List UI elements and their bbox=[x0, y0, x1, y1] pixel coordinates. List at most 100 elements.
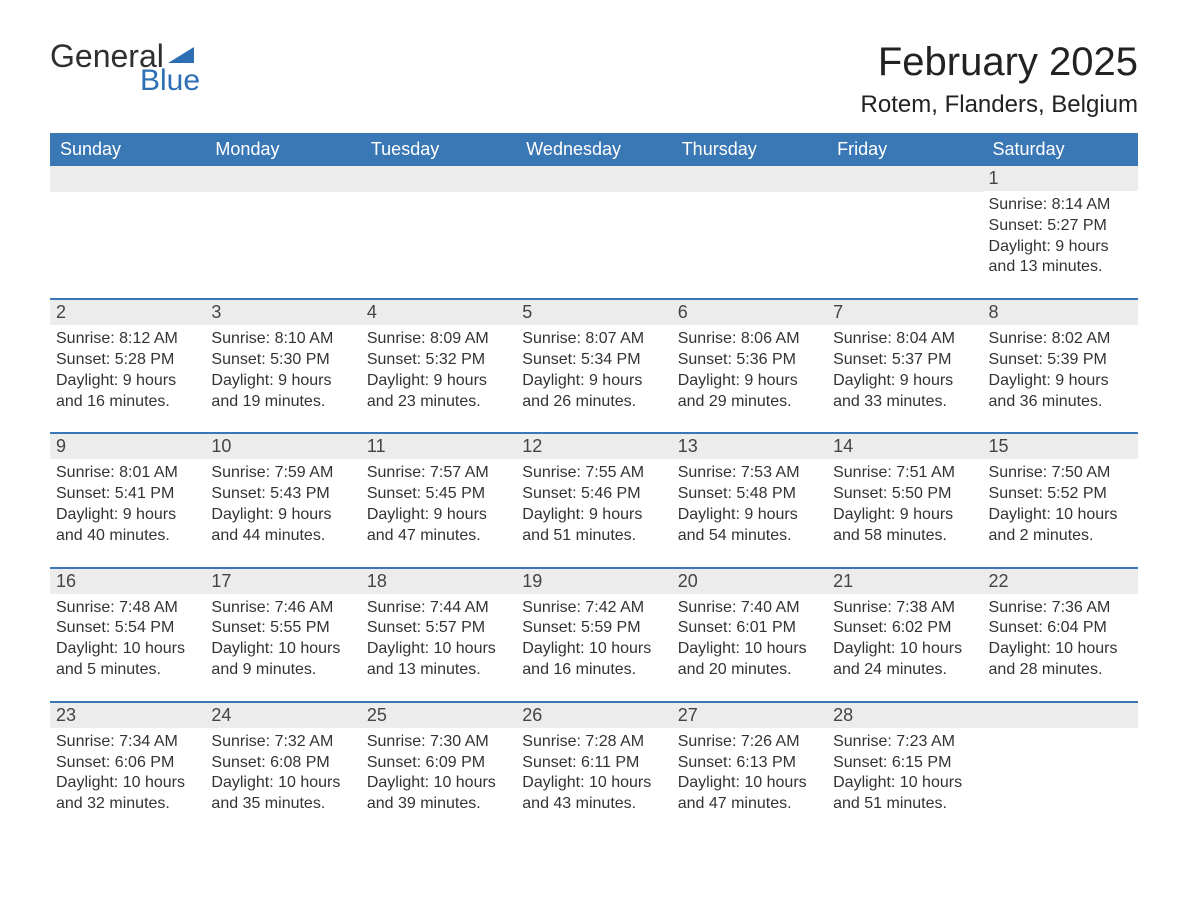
daylight1-line: Daylight: 10 hours bbox=[56, 639, 199, 660]
day-number: 3 bbox=[205, 298, 360, 325]
sunrise-line: Sunrise: 7:57 AM bbox=[367, 463, 510, 484]
daylight2-line: and 20 minutes. bbox=[678, 660, 821, 681]
day-number: 4 bbox=[361, 298, 516, 325]
day-number: 25 bbox=[361, 701, 516, 728]
daylight2-line: and 28 minutes. bbox=[989, 660, 1132, 681]
daylight2-line: and 33 minutes. bbox=[833, 392, 976, 413]
sunset-line: Sunset: 5:36 PM bbox=[678, 350, 821, 371]
day-cell bbox=[361, 166, 516, 298]
sunset-line: Sunset: 5:27 PM bbox=[989, 216, 1132, 237]
daylight2-line: and 13 minutes. bbox=[989, 257, 1132, 278]
day-cell: 3 Sunrise: 8:10 AMSunset: 5:30 PMDaylight… bbox=[205, 298, 360, 432]
day-cell: 12Sunrise: 7:55 AMSunset: 5:46 PMDayligh… bbox=[516, 432, 671, 566]
daylight1-line: Daylight: 9 hours bbox=[56, 371, 199, 392]
daylight2-line: and 19 minutes. bbox=[211, 392, 354, 413]
day-info: Sunrise: 7:32 AMSunset: 6:08 PMDaylight:… bbox=[211, 732, 354, 815]
daylight2-line: and 13 minutes. bbox=[367, 660, 510, 681]
daylight1-line: Daylight: 9 hours bbox=[56, 505, 199, 526]
day-number: 2 bbox=[50, 298, 205, 325]
week-row: 1 Sunrise: 8:14 AMSunset: 5:27 PMDaylight… bbox=[50, 166, 1138, 298]
daylight1-line: Daylight: 9 hours bbox=[833, 505, 976, 526]
day-info: Sunrise: 8:10 AMSunset: 5:30 PMDaylight:… bbox=[211, 329, 354, 412]
day-header: Thursday bbox=[672, 133, 827, 166]
daylight1-line: Daylight: 9 hours bbox=[367, 371, 510, 392]
daylight2-line: and 2 minutes. bbox=[989, 526, 1132, 547]
day-number bbox=[361, 166, 516, 192]
sunrise-line: Sunrise: 8:07 AM bbox=[522, 329, 665, 350]
day-number: 20 bbox=[672, 567, 827, 594]
sunrise-line: Sunrise: 8:09 AM bbox=[367, 329, 510, 350]
sunset-line: Sunset: 5:48 PM bbox=[678, 484, 821, 505]
day-number: 5 bbox=[516, 298, 671, 325]
daylight2-line: and 9 minutes. bbox=[211, 660, 354, 681]
day-number: 9 bbox=[50, 432, 205, 459]
day-info: Sunrise: 8:06 AMSunset: 5:36 PMDaylight:… bbox=[678, 329, 821, 412]
location-label: Rotem, Flanders, Belgium bbox=[861, 91, 1138, 119]
daylight2-line: and 47 minutes. bbox=[367, 526, 510, 547]
day-info: Sunrise: 8:14 AMSunset: 5:27 PMDaylight:… bbox=[989, 195, 1132, 278]
daylight2-line: and 5 minutes. bbox=[56, 660, 199, 681]
sunset-line: Sunset: 5:55 PM bbox=[211, 618, 354, 639]
day-number: 7 bbox=[827, 298, 982, 325]
day-info: Sunrise: 7:46 AMSunset: 5:55 PMDaylight:… bbox=[211, 598, 354, 681]
day-cell: 26Sunrise: 7:28 AMSunset: 6:11 PMDayligh… bbox=[516, 701, 671, 835]
day-cell bbox=[672, 166, 827, 298]
day-number: 11 bbox=[361, 432, 516, 459]
day-cell: 23Sunrise: 7:34 AMSunset: 6:06 PMDayligh… bbox=[50, 701, 205, 835]
daylight2-line: and 24 minutes. bbox=[833, 660, 976, 681]
day-number bbox=[516, 166, 671, 192]
daylight1-line: Daylight: 9 hours bbox=[989, 371, 1132, 392]
sunset-line: Sunset: 6:09 PM bbox=[367, 753, 510, 774]
sunrise-line: Sunrise: 7:42 AM bbox=[522, 598, 665, 619]
day-number: 16 bbox=[50, 567, 205, 594]
day-info: Sunrise: 8:02 AMSunset: 5:39 PMDaylight:… bbox=[989, 329, 1132, 412]
sunset-line: Sunset: 6:11 PM bbox=[522, 753, 665, 774]
day-cell bbox=[827, 166, 982, 298]
sunset-line: Sunset: 5:59 PM bbox=[522, 618, 665, 639]
day-header: Saturday bbox=[983, 133, 1138, 166]
day-number: 17 bbox=[205, 567, 360, 594]
sunrise-line: Sunrise: 7:51 AM bbox=[833, 463, 976, 484]
daylight1-line: Daylight: 10 hours bbox=[678, 639, 821, 660]
daylight1-line: Daylight: 10 hours bbox=[56, 773, 199, 794]
day-number: 24 bbox=[205, 701, 360, 728]
day-info: Sunrise: 8:01 AMSunset: 5:41 PMDaylight:… bbox=[56, 463, 199, 546]
daylight1-line: Daylight: 9 hours bbox=[211, 371, 354, 392]
sunrise-line: Sunrise: 7:59 AM bbox=[211, 463, 354, 484]
calendar: Sunday Monday Tuesday Wednesday Thursday… bbox=[50, 133, 1138, 835]
daylight2-line: and 44 minutes. bbox=[211, 526, 354, 547]
daylight2-line: and 43 minutes. bbox=[522, 794, 665, 815]
day-cell: 11Sunrise: 7:57 AMSunset: 5:45 PMDayligh… bbox=[361, 432, 516, 566]
day-number: 15 bbox=[983, 432, 1138, 459]
day-number: 1 bbox=[983, 166, 1138, 191]
daylight1-line: Daylight: 9 hours bbox=[989, 237, 1132, 258]
day-info: Sunrise: 7:36 AMSunset: 6:04 PMDaylight:… bbox=[989, 598, 1132, 681]
day-cell: 4Sunrise: 8:09 AMSunset: 5:32 PMDaylight… bbox=[361, 298, 516, 432]
day-number: 8 bbox=[983, 298, 1138, 325]
daylight1-line: Daylight: 9 hours bbox=[522, 371, 665, 392]
week-row: 23Sunrise: 7:34 AMSunset: 6:06 PMDayligh… bbox=[50, 701, 1138, 835]
daylight1-line: Daylight: 10 hours bbox=[833, 639, 976, 660]
day-cell: 27Sunrise: 7:26 AMSunset: 6:13 PMDayligh… bbox=[672, 701, 827, 835]
day-info: Sunrise: 7:53 AMSunset: 5:48 PMDaylight:… bbox=[678, 463, 821, 546]
day-number: 12 bbox=[516, 432, 671, 459]
day-cell: 15Sunrise: 7:50 AMSunset: 5:52 PMDayligh… bbox=[983, 432, 1138, 566]
sunset-line: Sunset: 5:28 PM bbox=[56, 350, 199, 371]
sunrise-line: Sunrise: 7:23 AM bbox=[833, 732, 976, 753]
daylight2-line: and 35 minutes. bbox=[211, 794, 354, 815]
day-cell: 19Sunrise: 7:42 AMSunset: 5:59 PMDayligh… bbox=[516, 567, 671, 701]
day-number: 27 bbox=[672, 701, 827, 728]
sunset-line: Sunset: 6:04 PM bbox=[989, 618, 1132, 639]
day-number: 22 bbox=[983, 567, 1138, 594]
sunrise-line: Sunrise: 7:38 AM bbox=[833, 598, 976, 619]
daylight2-line: and 51 minutes. bbox=[833, 794, 976, 815]
day-number bbox=[205, 166, 360, 192]
logo-text-blue: Blue bbox=[140, 66, 200, 96]
daylight2-line: and 36 minutes. bbox=[989, 392, 1132, 413]
sunset-line: Sunset: 5:46 PM bbox=[522, 484, 665, 505]
day-info: Sunrise: 7:40 AMSunset: 6:01 PMDaylight:… bbox=[678, 598, 821, 681]
day-number bbox=[50, 166, 205, 192]
day-number: 18 bbox=[361, 567, 516, 594]
day-cell: 14Sunrise: 7:51 AMSunset: 5:50 PMDayligh… bbox=[827, 432, 982, 566]
daylight1-line: Daylight: 9 hours bbox=[678, 371, 821, 392]
